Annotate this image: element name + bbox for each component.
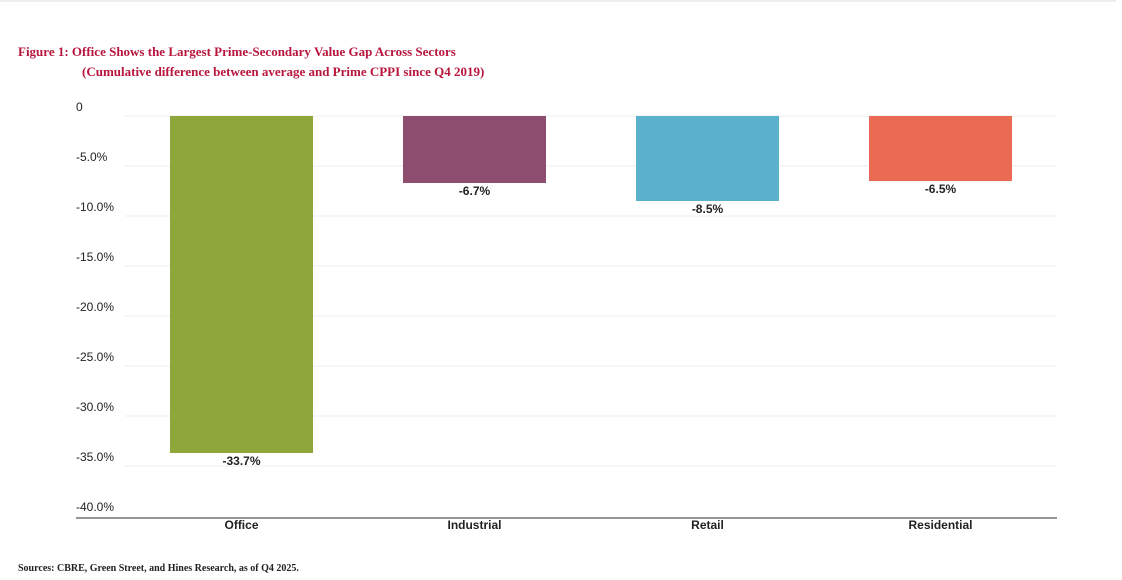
- bar-residential: [869, 116, 1012, 181]
- y-tick-label: -30.0%: [76, 400, 114, 414]
- x-category-label: Residential: [908, 518, 972, 532]
- data-labels: -33.7% -6.7% -8.5% -6.5%: [222, 182, 956, 468]
- y-tick-label: -5.0%: [76, 150, 108, 164]
- bars: [170, 116, 1012, 453]
- y-tick-label: -40.0%: [76, 500, 114, 514]
- x-axis: Office Industrial Retail Residential: [76, 517, 1057, 532]
- y-tick-label: -20.0%: [76, 300, 114, 314]
- y-axis: 0 -5.0% -10.0% -15.0% -20.0% -25.0% -30.0% -35.…: [76, 100, 114, 514]
- bar-industrial: [403, 116, 546, 183]
- chart-subtitle: (Cumulative difference between average a…: [82, 64, 485, 79]
- x-category-label: Office: [224, 518, 258, 532]
- data-label: -33.7%: [222, 454, 260, 468]
- data-label: -6.7%: [459, 184, 491, 198]
- chart-title-block: Figure 1: Office Shows the Largest Prime…: [18, 42, 484, 82]
- source-note: Sources: CBRE, Green Street, and Hines R…: [18, 563, 299, 574]
- x-category-label: Retail: [691, 518, 724, 532]
- y-tick-label: 0: [76, 100, 83, 114]
- y-tick-label: -15.0%: [76, 250, 114, 264]
- y-tick-label: -25.0%: [76, 350, 114, 364]
- y-tick-label: -10.0%: [76, 200, 114, 214]
- chart-title: Figure 1: Office Shows the Largest Prime…: [18, 44, 456, 59]
- bar-office: [170, 116, 313, 453]
- top-divider: [0, 0, 1116, 2]
- data-label: -8.5%: [692, 202, 724, 216]
- bar-retail: [636, 116, 779, 201]
- y-tick-label: -35.0%: [76, 450, 114, 464]
- bar-chart: 0 -5.0% -10.0% -15.0% -20.0% -25.0% -30.0% -35.…: [76, 100, 1057, 532]
- x-category-label: Industrial: [447, 518, 501, 532]
- data-label: -6.5%: [925, 182, 957, 196]
